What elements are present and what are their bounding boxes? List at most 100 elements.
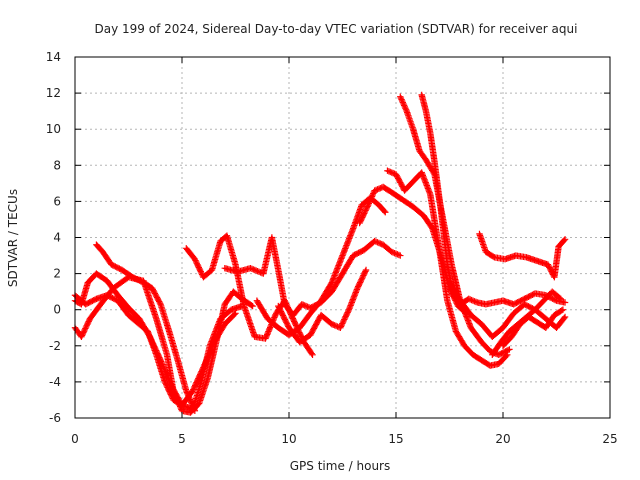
- data-point: [368, 193, 376, 200]
- data-point: [188, 400, 195, 407]
- series-track-p: [499, 306, 567, 349]
- y-tick-label: -2: [49, 339, 61, 353]
- x-tick-label: 0: [71, 432, 79, 446]
- data-point: [506, 346, 513, 353]
- data-point: [78, 332, 86, 339]
- data-point: [401, 103, 408, 111]
- y-tick-label: 12: [46, 86, 61, 100]
- x-tick-label: 5: [178, 432, 186, 446]
- data-point: [345, 307, 352, 315]
- data-point: [195, 373, 203, 381]
- data-point: [361, 208, 369, 216]
- y-tick-label: -6: [49, 411, 61, 425]
- series-track-o: [489, 288, 564, 359]
- data-point: [468, 296, 475, 304]
- y-tick-label: -4: [49, 375, 61, 389]
- x-tick-label: 20: [495, 432, 510, 446]
- data-point: [232, 310, 239, 317]
- data-point: [385, 168, 393, 175]
- data-point: [359, 212, 367, 220]
- data-point: [196, 372, 203, 379]
- data-point: [328, 320, 335, 328]
- data-point: [187, 399, 195, 406]
- data-point: [556, 294, 563, 302]
- data-point: [168, 392, 175, 399]
- data-point: [296, 330, 304, 338]
- data-point: [388, 169, 395, 176]
- data-point: [356, 280, 363, 288]
- data-point: [358, 275, 366, 282]
- data-point: [337, 323, 345, 330]
- chart-title: Day 199 of 2024, Sidereal Day-to-day VTE…: [95, 22, 578, 36]
- data-point: [330, 321, 337, 328]
- data-point: [162, 381, 170, 388]
- series-track-j: [384, 167, 511, 369]
- data-point: [363, 204, 371, 211]
- data-point: [190, 386, 197, 393]
- data-point: [195, 375, 202, 382]
- data-point: [195, 264, 202, 271]
- data-point: [302, 302, 310, 310]
- data-point: [340, 317, 347, 325]
- data-point: [191, 383, 198, 390]
- data-point: [343, 312, 350, 319]
- data-point: [402, 105, 409, 112]
- data-point: [301, 302, 308, 309]
- data-point: [252, 267, 260, 274]
- data-point: [370, 190, 377, 197]
- data-point: [382, 209, 389, 216]
- data-point: [194, 376, 201, 384]
- data-point: [249, 302, 256, 310]
- data-point: [558, 307, 565, 314]
- data-point: [198, 367, 206, 374]
- data-point: [388, 248, 395, 256]
- data-point: [189, 401, 196, 409]
- data-point: [358, 215, 365, 223]
- data-point: [81, 326, 88, 334]
- data-point: [183, 387, 190, 395]
- data-point: [375, 239, 383, 247]
- data-point: [358, 276, 365, 283]
- data-point: [196, 267, 204, 274]
- data-point: [545, 262, 552, 270]
- data-point: [78, 333, 85, 340]
- data-point: [167, 391, 175, 398]
- data-point: [469, 297, 477, 304]
- data-point: [363, 205, 370, 213]
- data-point: [357, 217, 365, 224]
- data-point: [361, 210, 368, 217]
- data-point: [298, 301, 306, 308]
- data-point: [82, 323, 90, 331]
- axis-ticks: 0 5 10 15 20 25 -6 -4 -2 0 2 4 6 8 10 12 14: [46, 50, 618, 446]
- data-point: [400, 100, 407, 108]
- data-point: [192, 258, 200, 266]
- data-point: [199, 365, 206, 373]
- data-point: [191, 255, 199, 263]
- data-point: [357, 277, 364, 285]
- data-point: [156, 299, 164, 307]
- data-point: [472, 298, 480, 306]
- y-tick-label: 10: [46, 122, 61, 136]
- y-tick-label: 0: [53, 303, 61, 317]
- data-point: [192, 382, 199, 389]
- data-point: [80, 328, 88, 335]
- data-point: [561, 299, 569, 306]
- data-point: [400, 102, 408, 109]
- data-point: [339, 318, 347, 326]
- data-point: [331, 322, 338, 329]
- data-point: [559, 306, 567, 313]
- y-tick-label: 14: [46, 50, 61, 64]
- data-point: [377, 240, 384, 247]
- data-point: [367, 196, 374, 203]
- data-point: [251, 266, 258, 274]
- data-point: [466, 296, 474, 303]
- data-point: [300, 301, 307, 309]
- data-point: [354, 283, 362, 290]
- data-point: [83, 322, 90, 329]
- data-point: [374, 239, 381, 246]
- data-point: [371, 187, 378, 194]
- data-point: [193, 260, 201, 267]
- data-point: [362, 266, 370, 274]
- x-tick-label: 15: [388, 432, 403, 446]
